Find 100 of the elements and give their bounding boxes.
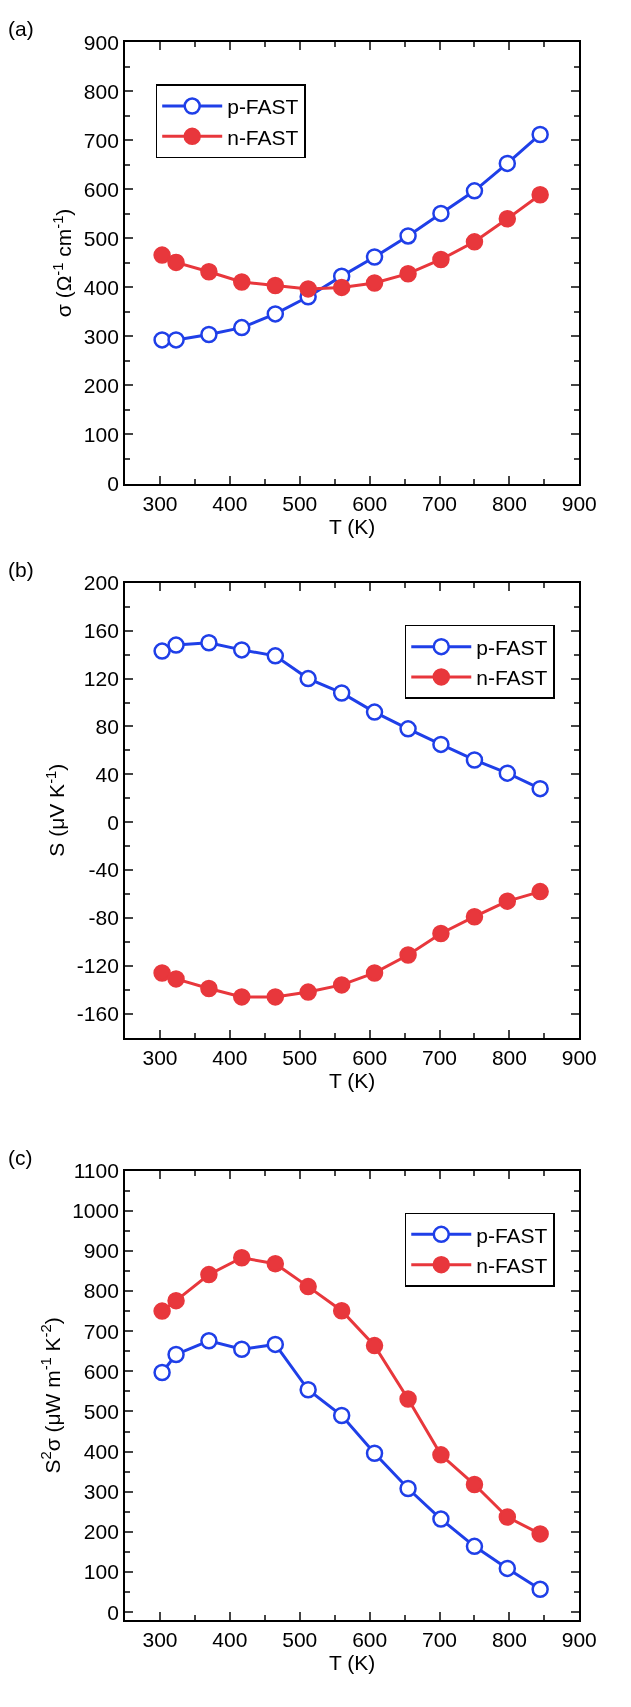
point <box>531 1580 549 1599</box>
y-tick-label: -80 <box>88 906 119 930</box>
x-tick-label: 500 <box>282 1628 318 1652</box>
point <box>365 1444 384 1462</box>
point <box>233 273 251 291</box>
x-tick-label: 300 <box>142 1628 178 1652</box>
point <box>200 1265 218 1284</box>
y-tick-label: 200 <box>83 1520 119 1544</box>
text: (a) <box>8 17 34 40</box>
point <box>531 882 549 901</box>
y-tick-label: 100 <box>83 1560 119 1584</box>
x-tick-label: 700 <box>422 491 458 515</box>
point <box>531 186 549 204</box>
point <box>299 983 317 1001</box>
legend-label: p-FAST <box>476 1223 548 1247</box>
y-tick-label: 900 <box>83 30 119 54</box>
y-tick-label: 0 <box>107 471 119 495</box>
y-tick-label: 500 <box>83 1399 119 1423</box>
point <box>498 210 517 228</box>
x-tick-label: 700 <box>422 1045 458 1069</box>
x-tick-label: 700 <box>422 1628 458 1652</box>
legend-label: n-FAST <box>476 1253 548 1277</box>
point <box>399 946 417 964</box>
point <box>233 1248 251 1267</box>
point <box>498 1559 517 1578</box>
point <box>233 988 251 1006</box>
point <box>167 970 185 988</box>
point <box>399 227 417 245</box>
point <box>153 1302 171 1320</box>
x-tick-label: 400 <box>212 1628 248 1652</box>
point <box>365 248 384 266</box>
x-tick-label: 900 <box>561 1045 597 1069</box>
y-tick-label: 300 <box>83 324 119 348</box>
x-tick-label: 500 <box>282 491 318 515</box>
point <box>465 907 484 926</box>
point <box>167 1291 185 1310</box>
y-tick-label: 1000 <box>72 1199 119 1223</box>
point <box>498 892 517 910</box>
point <box>465 233 484 251</box>
point <box>432 735 450 754</box>
point <box>200 262 218 281</box>
point <box>465 1475 484 1494</box>
legend-label: p-FAST <box>476 635 548 659</box>
point <box>200 633 218 652</box>
point <box>399 1479 417 1498</box>
y-tick-label: 900 <box>83 1239 119 1263</box>
point <box>266 305 285 323</box>
y-tick-label: 80 <box>95 714 119 738</box>
y-tick-label: 120 <box>83 666 119 690</box>
point <box>332 684 351 702</box>
x-tick-label: 300 <box>142 1045 178 1069</box>
point <box>299 1277 317 1296</box>
point <box>332 278 351 297</box>
y-tick-label: 0 <box>107 1600 119 1624</box>
y-tick-label: 160 <box>83 619 119 643</box>
legend-label: n-FAST <box>476 666 548 690</box>
x-axis-title: T (K) <box>329 1651 376 1675</box>
x-tick-label: 600 <box>352 491 388 515</box>
x-tick-label: 800 <box>491 1628 527 1652</box>
point <box>498 764 517 782</box>
text: (b) <box>8 558 34 581</box>
point <box>531 779 549 798</box>
point <box>167 1345 185 1364</box>
point <box>432 1446 450 1464</box>
point <box>153 642 171 660</box>
x-tick-label: 300 <box>142 491 178 515</box>
point <box>200 1332 218 1350</box>
point <box>465 182 484 200</box>
point <box>399 1390 417 1408</box>
x-tick-label: 600 <box>352 1628 388 1652</box>
x-tick-label: 600 <box>352 1045 388 1069</box>
point <box>153 331 171 349</box>
point <box>365 274 384 292</box>
point <box>200 979 218 998</box>
y-tick-label: 1100 <box>73 1158 119 1182</box>
x-axis-title: T (K) <box>329 514 376 538</box>
point <box>167 636 185 654</box>
point <box>498 154 517 173</box>
point <box>365 964 384 982</box>
point <box>233 1340 251 1358</box>
y-tick-label: 600 <box>83 177 119 201</box>
point <box>299 280 317 298</box>
y-tick-label: -120 <box>76 954 119 978</box>
point <box>498 1508 517 1526</box>
point <box>332 1301 351 1320</box>
point <box>266 1335 285 1354</box>
point <box>332 976 351 994</box>
point <box>266 988 285 1006</box>
point <box>365 1336 384 1355</box>
point <box>365 703 384 721</box>
point <box>399 720 417 738</box>
y-tick-label: -160 <box>76 1001 119 1025</box>
point <box>266 647 285 665</box>
y-tick-label: 100 <box>83 422 119 446</box>
y-tick-label: 700 <box>83 1319 119 1343</box>
point <box>153 1363 171 1382</box>
x-tick-label: 400 <box>212 1045 248 1069</box>
y-tick-label: 500 <box>83 226 119 250</box>
x-tick-label: 500 <box>282 1045 318 1069</box>
y-tick-label: 300 <box>83 1480 119 1504</box>
